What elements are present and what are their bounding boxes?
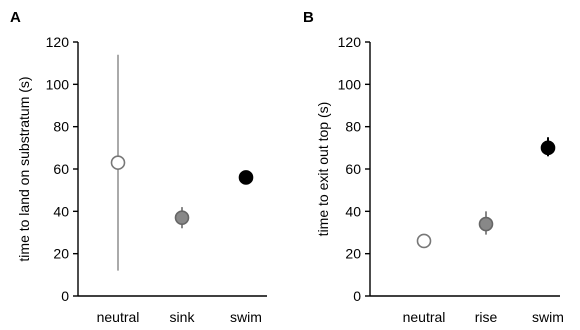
y-tick-label: 80 (53, 119, 69, 135)
panel-label: A (10, 9, 21, 26)
data-point (110, 155, 126, 170)
data-point (478, 216, 494, 232)
y-tick-label: 80 (345, 119, 361, 135)
y-axis-label: time to land on substratum (s) (16, 76, 32, 261)
y-tick-label: 120 (338, 34, 362, 50)
data-point (416, 233, 432, 249)
y-tick-label: 40 (53, 203, 69, 219)
axes: 0 20 40 60 80 100 120 neutral rise swim (338, 34, 564, 325)
y-tick-label: 100 (46, 76, 70, 92)
y-tick-label: 120 (46, 34, 70, 50)
panel-label: B (303, 9, 314, 26)
data-point (540, 140, 556, 156)
x-category-label: swim (532, 309, 564, 325)
y-tick-label: 60 (53, 161, 69, 177)
data-point (174, 210, 190, 225)
y-tick-label: 0 (353, 288, 361, 304)
y-axis-label: time to exit out top (s) (315, 102, 331, 237)
y-tick-label: 60 (345, 161, 361, 177)
y-tick-label: 0 (61, 288, 69, 304)
axes: 0 20 40 60 80 100 120 neutral sink swim (46, 34, 267, 325)
x-category-label: sink (170, 309, 196, 325)
x-category-label: neutral (97, 309, 140, 325)
y-tick-label: 20 (53, 246, 69, 262)
y-tick-label: 40 (345, 203, 361, 219)
panel-a: A time to land on substratum (s) 0 20 40 60… (10, 9, 267, 325)
x-category-label: swim (230, 309, 262, 325)
y-tick-label: 20 (345, 246, 361, 262)
panel-b: B time to exit out top (s) 0 20 40 60 80 100 1… (303, 9, 564, 325)
marks (110, 54, 254, 271)
x-category-label: rise (475, 309, 498, 325)
x-category-label: neutral (403, 309, 446, 325)
data-point (238, 170, 254, 185)
y-tick-label: 100 (338, 76, 362, 92)
marks (416, 137, 556, 249)
